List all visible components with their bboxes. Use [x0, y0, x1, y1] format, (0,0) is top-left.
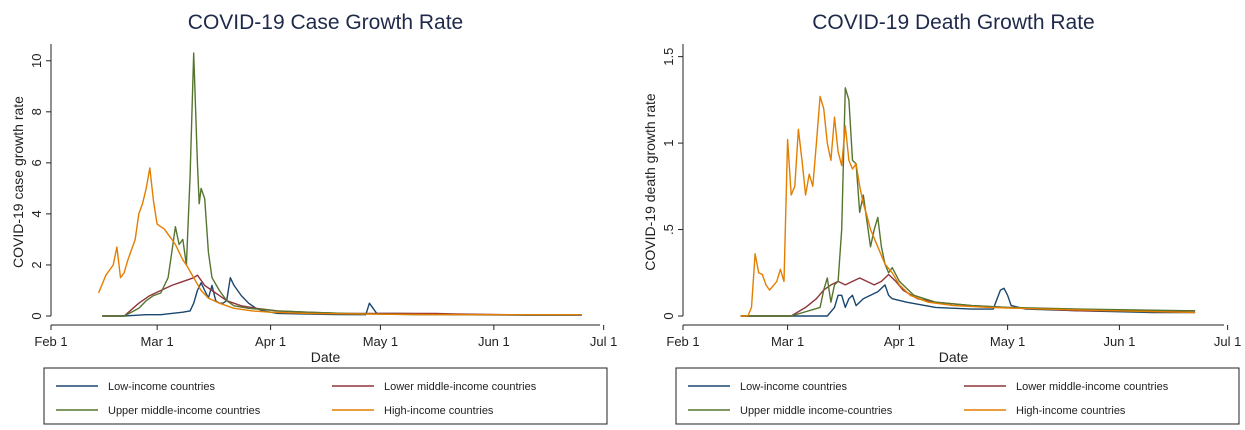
y-tick-label: 2 [29, 261, 44, 268]
legend-label: Lower middle-income countries [384, 381, 537, 393]
y-tick-label: 8 [29, 108, 44, 115]
series-line-upper-middle [740, 87, 1196, 317]
case-growth-chart: COVID-19 Case Growth Rate 0 2 4 6 8 10 COVID-19… [0, 0, 622, 430]
y-tick-label: .5 [661, 224, 676, 235]
y-tick-label: 1 [661, 139, 676, 146]
series-line-lower-middle [102, 274, 582, 317]
chart-title: COVID-19 Death Growth Rate [812, 11, 1094, 34]
x-tick-label: Mar 1 [771, 334, 804, 349]
chart-title: COVID-19 Case Growth Rate [188, 11, 463, 34]
y-tick-label: 4 [29, 210, 44, 217]
y-tick-label: 0 [661, 312, 676, 319]
series-line-low [102, 277, 582, 317]
x-tick-label: Mar 1 [141, 334, 174, 349]
x-axis-label: Date [939, 349, 969, 365]
series-line-high [740, 95, 1196, 317]
series-line-upper-middle [102, 52, 582, 317]
x-tick-label: Jun 1 [1104, 334, 1136, 349]
legend-label: Low-income countries [108, 381, 215, 393]
x-tick-label: Feb 1 [666, 334, 699, 349]
legend-label: Low-income countries [740, 381, 847, 393]
series-line-high [97, 167, 582, 316]
legend-label: High-income countries [1016, 405, 1126, 417]
legend-box [675, 367, 1240, 425]
legend-label: Upper middle-income countries [108, 405, 261, 417]
death-growth-chart: COVID-19 Death Growth Rate 0 .5 1 1.5 COVID-1… [623, 0, 1245, 430]
legend-label: High-income countries [384, 405, 494, 417]
x-tick-label: May 1 [363, 334, 398, 349]
x-tick-label: May 1 [990, 334, 1025, 349]
legend-label: Lower middle-income countries [1016, 381, 1169, 393]
x-tick-label: Jul 1 [590, 334, 617, 349]
legend-label: Upper middle income-countries [740, 405, 893, 417]
death-growth-chart-svg: COVID-19 Death Growth Rate 0 .5 1 1.5 COVID-1… [642, 11, 1241, 425]
x-tick-label: Feb 1 [34, 334, 67, 349]
x-tick-label: Apr 1 [884, 334, 915, 349]
y-tick-label: 1.5 [661, 48, 676, 66]
y-tick-label: 6 [29, 159, 44, 166]
x-tick-label: Jul 1 [1214, 334, 1241, 349]
x-axis-label: Date [311, 349, 341, 365]
x-tick-label: Jun 1 [478, 334, 510, 349]
series-line-low [740, 284, 1196, 317]
y-axis-label: COVID-19 death growth rate [642, 93, 658, 271]
legend-box [43, 367, 608, 425]
y-tick-label: 10 [29, 54, 44, 68]
x-tick-label: Apr 1 [255, 334, 286, 349]
y-axis-label: COVID-19 case growth rate [10, 96, 26, 268]
case-growth-chart-svg: COVID-19 Case Growth Rate 0 2 4 6 8 10 COVID-19… [10, 11, 617, 425]
y-tick-label: 0 [29, 312, 44, 319]
